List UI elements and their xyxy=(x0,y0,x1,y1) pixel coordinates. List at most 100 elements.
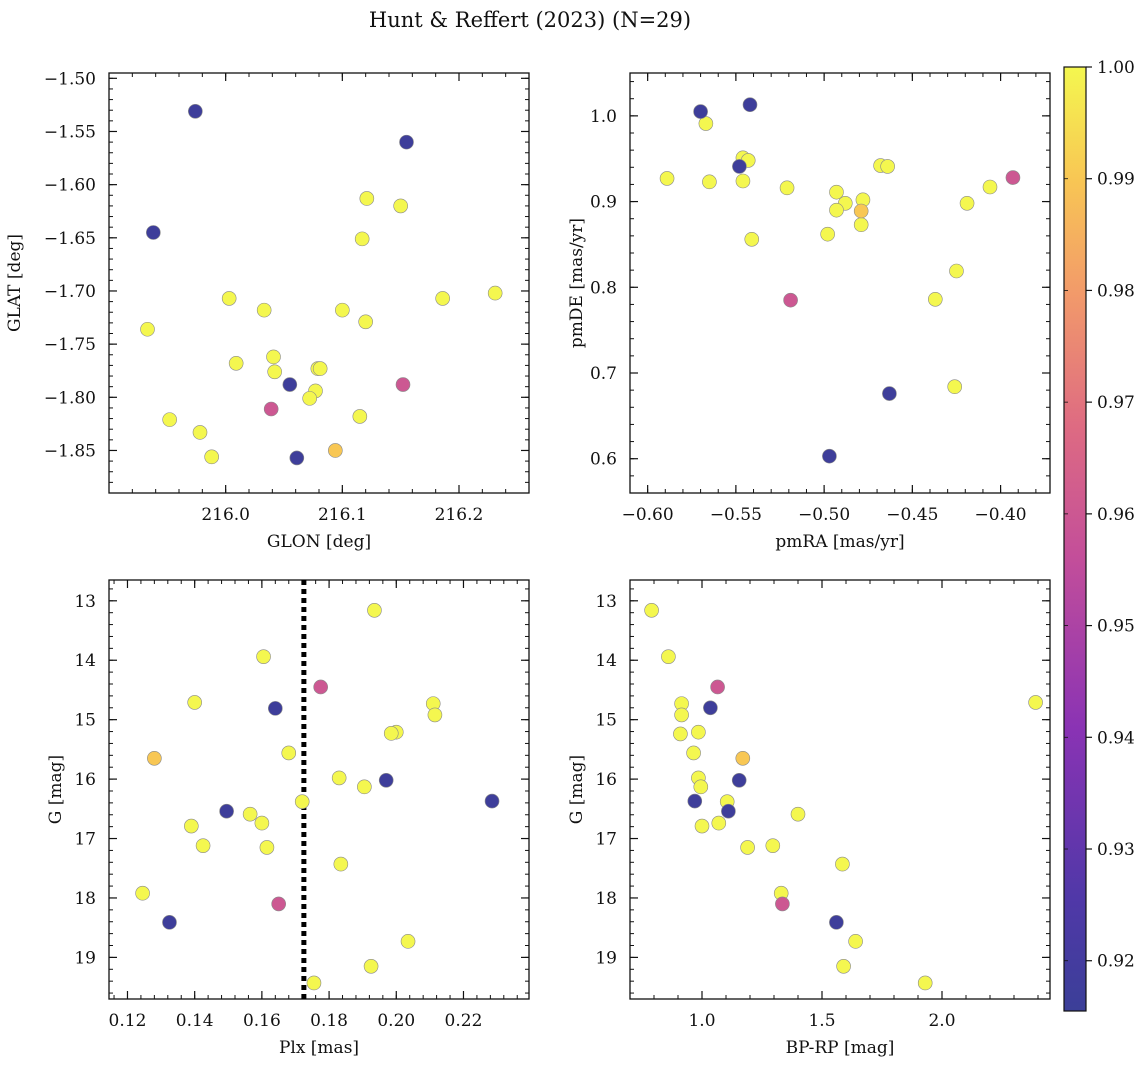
data-point xyxy=(400,934,416,949)
data-point xyxy=(140,321,155,337)
data-point xyxy=(691,724,706,740)
data-point xyxy=(703,700,718,716)
data-point xyxy=(395,377,411,392)
data-point xyxy=(302,391,317,406)
x-tick-label: −0.55 xyxy=(710,505,762,525)
data-point xyxy=(312,361,328,376)
data-point xyxy=(822,448,837,464)
data-point xyxy=(687,793,703,809)
data-point xyxy=(694,818,710,834)
colorbar-gradient xyxy=(1063,66,1087,1012)
x-tick-label: 0.16 xyxy=(243,1011,281,1031)
axes-frame xyxy=(108,72,530,494)
y-tick-label: 18 xyxy=(595,889,617,909)
data-point xyxy=(829,202,844,218)
y-tick-label: 19 xyxy=(74,948,96,968)
y-tick-label: 16 xyxy=(74,770,96,790)
y-tick-label: 0.7 xyxy=(590,364,617,384)
y-tick-label: −1.85 xyxy=(44,441,96,461)
data-point xyxy=(333,856,349,872)
data-point xyxy=(829,184,844,200)
data-point xyxy=(266,349,281,365)
data-point xyxy=(820,226,835,242)
data-point xyxy=(393,198,408,214)
panel-glon-glat: 216.0 216.1 216.2 −1.50 −1.55 −1.60 −1.65 −1.70… xyxy=(5,69,530,552)
data-point xyxy=(673,726,688,742)
data-point xyxy=(731,772,747,788)
data-point xyxy=(1005,170,1021,185)
data-point xyxy=(195,838,211,853)
data-point xyxy=(352,409,368,424)
data-point xyxy=(357,779,372,795)
data-point xyxy=(693,779,709,795)
data-point xyxy=(882,386,897,401)
data-point xyxy=(328,443,343,458)
x-tick-label: 0.14 xyxy=(176,1011,214,1031)
data-point xyxy=(192,425,208,440)
data-point xyxy=(775,896,790,912)
data-point xyxy=(732,159,747,174)
data-point xyxy=(702,174,717,190)
data-point xyxy=(219,803,234,819)
data-point xyxy=(367,603,382,618)
data-point xyxy=(740,840,755,855)
axes-frame xyxy=(108,579,530,1000)
data-point xyxy=(484,793,500,809)
data-point xyxy=(435,291,450,306)
x-tick-label: 0.20 xyxy=(377,1011,415,1031)
y-axis-label: GLAT [deg] xyxy=(5,234,25,332)
data-point xyxy=(742,97,758,113)
data-point xyxy=(765,838,781,853)
figure-title: Hunt & Reffert (2023) (N=29) xyxy=(369,8,691,32)
y-tick-label: 15 xyxy=(595,711,617,731)
data-point xyxy=(204,449,219,465)
y-axis-label: G [mag] xyxy=(567,755,587,824)
data-point xyxy=(686,745,701,761)
data-point xyxy=(162,412,177,427)
x-tick-label: −0.40 xyxy=(975,505,1027,525)
x-axis-label: Plx [mas] xyxy=(279,1038,359,1058)
x-tick-label: 0.22 xyxy=(445,1011,483,1031)
y-tick-label: 13 xyxy=(595,592,617,612)
data-point xyxy=(710,679,725,695)
data-point xyxy=(378,772,394,788)
panel-bprp-g: 1.0 1.5 2.0 13 14 15 16 17 18 19 BP-RP [mag] G [mag… xyxy=(567,579,1051,1058)
y-tick-label: −1.55 xyxy=(44,122,96,142)
data-point xyxy=(184,818,199,834)
data-point xyxy=(487,285,503,301)
y-tick-label: 0.6 xyxy=(590,450,617,470)
x-tick-label: 1.5 xyxy=(808,1011,835,1031)
colorbar-tick-label: 1.00 xyxy=(1097,58,1135,78)
data-point xyxy=(644,603,659,618)
y-tick-label: −1.50 xyxy=(44,69,96,89)
y-tick-label: 18 xyxy=(74,889,96,909)
x-tick-label: −0.50 xyxy=(798,505,850,525)
colorbar-tick-label: 0.93 xyxy=(1097,840,1135,860)
data-point xyxy=(383,726,399,741)
data-point xyxy=(735,173,751,189)
colorbar-tick-label: 0.97 xyxy=(1097,393,1135,413)
y-tick-label: 14 xyxy=(74,651,96,671)
x-axis-label: GLON [deg] xyxy=(267,532,371,552)
data-point xyxy=(358,314,373,330)
data-point xyxy=(256,302,272,318)
colorbar-tick-label: 0.98 xyxy=(1097,281,1135,301)
data-point xyxy=(880,159,895,174)
y-tick-label: −1.60 xyxy=(44,176,96,196)
data-point xyxy=(294,794,310,809)
x-tick-label: −0.60 xyxy=(622,505,674,525)
data-point xyxy=(399,134,414,150)
data-point xyxy=(331,770,347,786)
y-tick-label: −1.75 xyxy=(44,335,96,355)
data-point xyxy=(949,263,964,279)
y-tick-label: 0.8 xyxy=(590,278,617,298)
data-point xyxy=(187,695,202,710)
y-tick-label: −1.65 xyxy=(44,229,96,249)
axes-frame xyxy=(629,579,1051,1000)
data-point xyxy=(779,180,795,196)
data-point xyxy=(947,379,963,395)
data-point xyxy=(146,225,161,240)
y-axis-label: pmDE [mas/yr] xyxy=(567,218,587,348)
data-point xyxy=(917,975,933,991)
